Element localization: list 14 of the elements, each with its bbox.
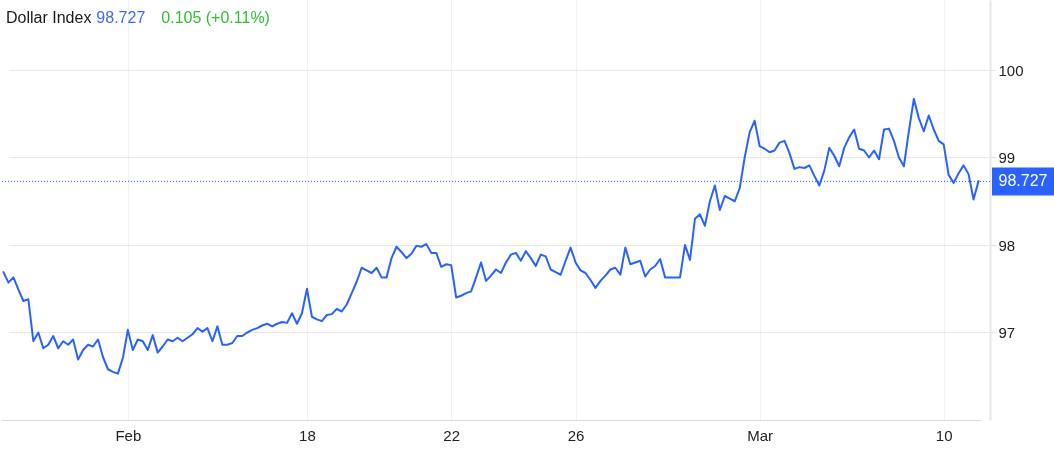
x-tick-label: 26 — [567, 426, 585, 444]
y-tick-label: 99 — [998, 149, 1016, 166]
x-tick-label: Mar — [747, 426, 774, 444]
y-tick-label: 100 — [998, 61, 1024, 79]
annotation: 0.105 (+0.11%) — [161, 9, 270, 26]
y-tick-label: 98 — [998, 236, 1016, 254]
x-tick-label: 22 — [443, 426, 461, 444]
ref-line-label: 98.727 — [998, 172, 1048, 190]
y-tick-label: 97 — [998, 324, 1016, 341]
x-tick-label: 18 — [299, 426, 316, 444]
annotation: 98.727 — [96, 9, 146, 26]
x-tick-label: 10 — [935, 426, 953, 444]
x-tick-label: Feb — [115, 426, 142, 444]
text: Dollar Index — [6, 9, 92, 26]
